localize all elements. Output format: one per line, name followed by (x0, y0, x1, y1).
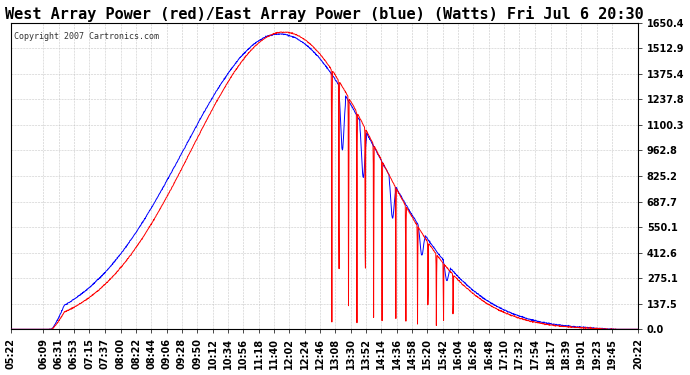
Title: West Array Power (red)/East Array Power (blue) (Watts) Fri Jul 6 20:30: West Array Power (red)/East Array Power … (5, 6, 644, 21)
Text: Copyright 2007 Cartronics.com: Copyright 2007 Cartronics.com (14, 32, 159, 41)
